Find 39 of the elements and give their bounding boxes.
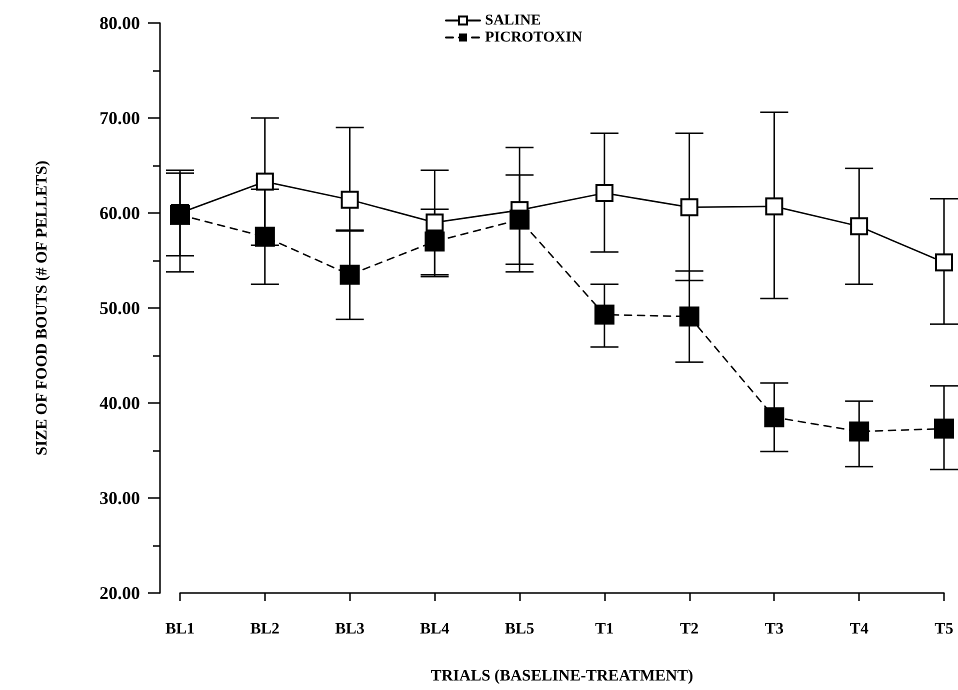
point [340,264,360,285]
point [426,214,444,232]
y-axis-title: SIZE OF FOOD BOUTS (# OF PELLETS) [34,160,50,456]
point [256,172,274,191]
point [935,253,953,272]
point [510,210,530,230]
y-tick-label: 40.00 [100,393,140,413]
point [850,217,868,236]
point [680,198,698,216]
point [424,232,445,252]
x-tick-label: BL1 [165,620,195,638]
y-tick-label: 80.00 [100,13,140,33]
point [595,184,614,202]
x-tick-label: T5 [934,620,954,638]
y-tick-label: 20.00 [100,583,140,603]
x-axis-title: TRIALS (BASELINE-TREATMENT) [430,668,694,684]
point [934,418,954,439]
y-tick-label: 30.00 [100,488,140,508]
x-tick-label: BL3 [335,620,364,638]
point [340,190,359,209]
x-tick-label: BL2 [250,620,280,638]
x-tick-label: BL4 [420,620,450,638]
point [594,304,614,325]
x-tick-label: T1 [595,620,614,638]
point [170,204,190,225]
point [764,407,784,428]
y-tick-label: 50.00 [100,298,140,318]
point [849,422,870,442]
x-tick-label: T2 [680,620,699,638]
point [679,306,700,327]
x-tick-label: T4 [850,620,868,638]
x-tick-label: T3 [764,620,784,638]
y-tick-label: 70.00 [100,108,140,128]
point [254,226,275,247]
legend-label: SALINE [485,12,541,28]
y-tick-label: 60.00 [100,203,140,223]
x-tick-label: BL5 [504,620,534,638]
legend-label: PICROTOXIN [485,30,582,46]
point [765,197,784,216]
